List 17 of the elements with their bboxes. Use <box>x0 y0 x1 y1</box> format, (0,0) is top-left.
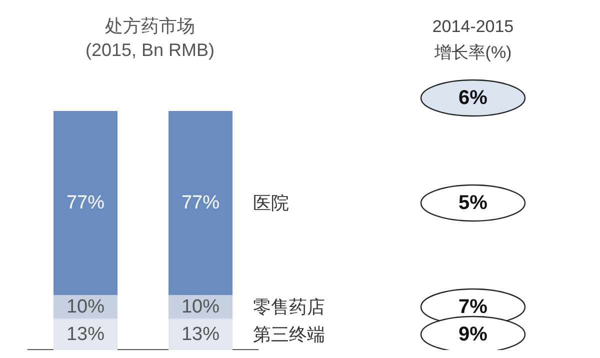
data-label: 77% <box>66 192 105 214</box>
data-label: 13% <box>181 324 220 345</box>
data-label: 13% <box>66 324 105 345</box>
series-label: 零售药店 <box>253 296 325 317</box>
series-label: 医院 <box>253 193 289 214</box>
text: 5% <box>458 192 488 214</box>
text: 增长率(%) <box>433 43 512 62</box>
data-label: 77% <box>181 192 220 214</box>
series-label: 第三终端 <box>253 324 325 344</box>
data-label: 10% <box>66 296 105 318</box>
text: 7% <box>458 296 488 318</box>
text: 6% <box>458 87 488 109</box>
text: 9% <box>458 323 488 346</box>
chart-subtitle: (2015, Bn RMB) <box>85 40 215 60</box>
chart-title: 处方药市场 <box>105 16 195 36</box>
data-label: 10% <box>181 296 220 318</box>
text: 2014-2015 <box>432 17 514 36</box>
